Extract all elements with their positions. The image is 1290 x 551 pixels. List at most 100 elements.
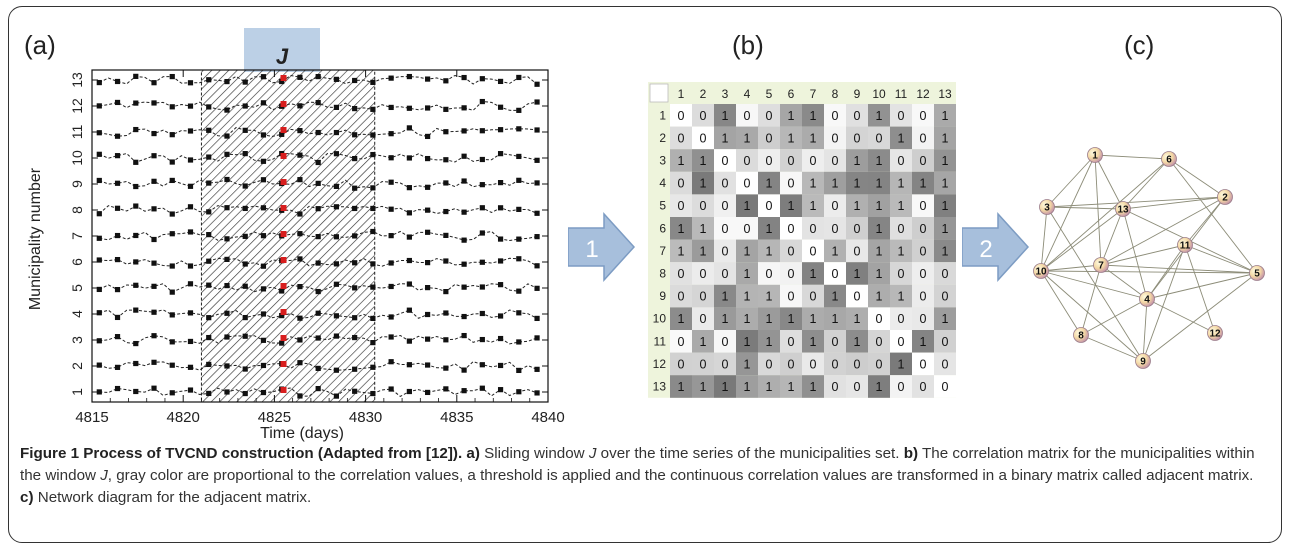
data-point bbox=[443, 365, 449, 371]
network-edge bbox=[1100, 264, 1148, 300]
matrix-cell-value: 0 bbox=[898, 312, 905, 326]
matrix-cell bbox=[692, 171, 714, 195]
matrix-cell-value: 1 bbox=[898, 357, 905, 371]
network-node bbox=[1093, 257, 1109, 273]
data-point bbox=[534, 127, 540, 133]
data-point bbox=[151, 309, 157, 315]
data-point bbox=[497, 258, 504, 264]
matrix-cell-value: 1 bbox=[942, 244, 949, 258]
matrix-cell-value: 0 bbox=[832, 222, 839, 236]
matrix-cell-value: 0 bbox=[832, 335, 839, 349]
data-point bbox=[242, 103, 248, 109]
matrix-cell-value: 1 bbox=[766, 177, 773, 191]
data-point bbox=[443, 310, 449, 316]
matrix-cell-value: 0 bbox=[700, 199, 707, 213]
y-tick-label: 10 bbox=[69, 150, 85, 166]
network-node-label: 1 bbox=[1092, 151, 1098, 162]
matrix-cell-value: 1 bbox=[898, 290, 905, 304]
matrix-row-label: 5 bbox=[659, 199, 666, 213]
data-point bbox=[516, 310, 522, 316]
data-point bbox=[224, 133, 230, 139]
matrix-cell-value: 0 bbox=[832, 199, 839, 213]
data-point bbox=[297, 128, 303, 134]
matrix-cell bbox=[802, 330, 824, 353]
matrix-cell bbox=[780, 217, 802, 240]
matrix-cell bbox=[670, 284, 692, 308]
matrix-cell-value: 1 bbox=[854, 154, 861, 168]
matrix-cell bbox=[934, 239, 956, 263]
data-point bbox=[187, 338, 194, 345]
network-edge bbox=[1080, 298, 1148, 336]
matrix-cell-value: 0 bbox=[766, 131, 773, 145]
matrix-cell bbox=[846, 171, 868, 195]
data-point bbox=[315, 234, 321, 240]
matrix-cell-value: 0 bbox=[788, 335, 795, 349]
matrix-cell bbox=[912, 239, 934, 263]
matrix-cell bbox=[780, 171, 802, 195]
matrix-row-label: 3 bbox=[659, 154, 666, 168]
network-edge bbox=[1080, 264, 1102, 336]
data-point bbox=[443, 78, 449, 84]
data-point bbox=[169, 339, 175, 345]
matrix-cell bbox=[912, 284, 934, 308]
data-point bbox=[224, 389, 230, 395]
data-point bbox=[242, 366, 248, 372]
matrix-cell bbox=[714, 239, 736, 263]
current-day-marker bbox=[280, 205, 287, 211]
data-point bbox=[114, 153, 121, 159]
data-point bbox=[534, 157, 540, 163]
network-node bbox=[1177, 237, 1193, 253]
data-point bbox=[133, 282, 139, 288]
matrix-cell-value: 1 bbox=[744, 380, 751, 394]
matrix-cell bbox=[824, 194, 846, 217]
data-point bbox=[425, 336, 431, 342]
data-point bbox=[534, 210, 540, 216]
data-point bbox=[461, 261, 467, 267]
matrix-cell bbox=[736, 171, 758, 195]
matrix-cell-value: 1 bbox=[876, 199, 883, 213]
network-node-label: 3 bbox=[1044, 203, 1050, 214]
data-point bbox=[114, 364, 121, 370]
data-point bbox=[169, 177, 175, 184]
data-point bbox=[206, 315, 212, 321]
data-point bbox=[224, 78, 230, 85]
matrix-cell bbox=[868, 171, 890, 195]
arrow-step-1: 1 bbox=[568, 212, 636, 282]
data-point bbox=[388, 359, 394, 365]
matrix-cell-value: 1 bbox=[766, 244, 773, 258]
matrix-cell-value: 0 bbox=[898, 267, 905, 281]
network-edge bbox=[1100, 196, 1226, 266]
data-point bbox=[406, 362, 412, 368]
matrix-cell-value: 1 bbox=[766, 380, 773, 394]
matrix-cell-value: 0 bbox=[920, 380, 927, 394]
matrix-row-label: 1 bbox=[659, 108, 666, 122]
matrix-cell bbox=[692, 149, 714, 172]
matrix-cell bbox=[736, 262, 758, 285]
matrix-cell bbox=[758, 171, 780, 195]
matrix-cell-value: 0 bbox=[678, 290, 685, 304]
data-point bbox=[297, 231, 303, 237]
matrix-cell bbox=[758, 307, 780, 330]
data-point bbox=[260, 311, 267, 317]
matrix-cell bbox=[714, 262, 736, 285]
x-axis-label: Time (days) bbox=[260, 425, 344, 442]
matrix-cell bbox=[692, 330, 714, 353]
matrix-cell bbox=[934, 104, 956, 127]
matrix-cell-value: 1 bbox=[810, 177, 817, 191]
matrix-cell bbox=[692, 352, 714, 376]
matrix-cell bbox=[868, 284, 890, 308]
data-point bbox=[297, 315, 303, 321]
network-node-label: 10 bbox=[1035, 267, 1047, 278]
matrix-cell bbox=[670, 126, 692, 150]
matrix-cell-value: 1 bbox=[788, 199, 795, 213]
data-point bbox=[315, 129, 321, 136]
matrix-cell bbox=[890, 217, 912, 240]
data-point bbox=[187, 281, 194, 287]
current-day-marker bbox=[280, 101, 287, 107]
matrix-cell bbox=[912, 126, 934, 150]
data-point bbox=[425, 133, 431, 140]
matrix-cell bbox=[934, 352, 956, 376]
matrix-cell-value: 0 bbox=[898, 154, 905, 168]
data-point bbox=[516, 236, 522, 242]
matrix-cell-value: 0 bbox=[854, 357, 861, 371]
